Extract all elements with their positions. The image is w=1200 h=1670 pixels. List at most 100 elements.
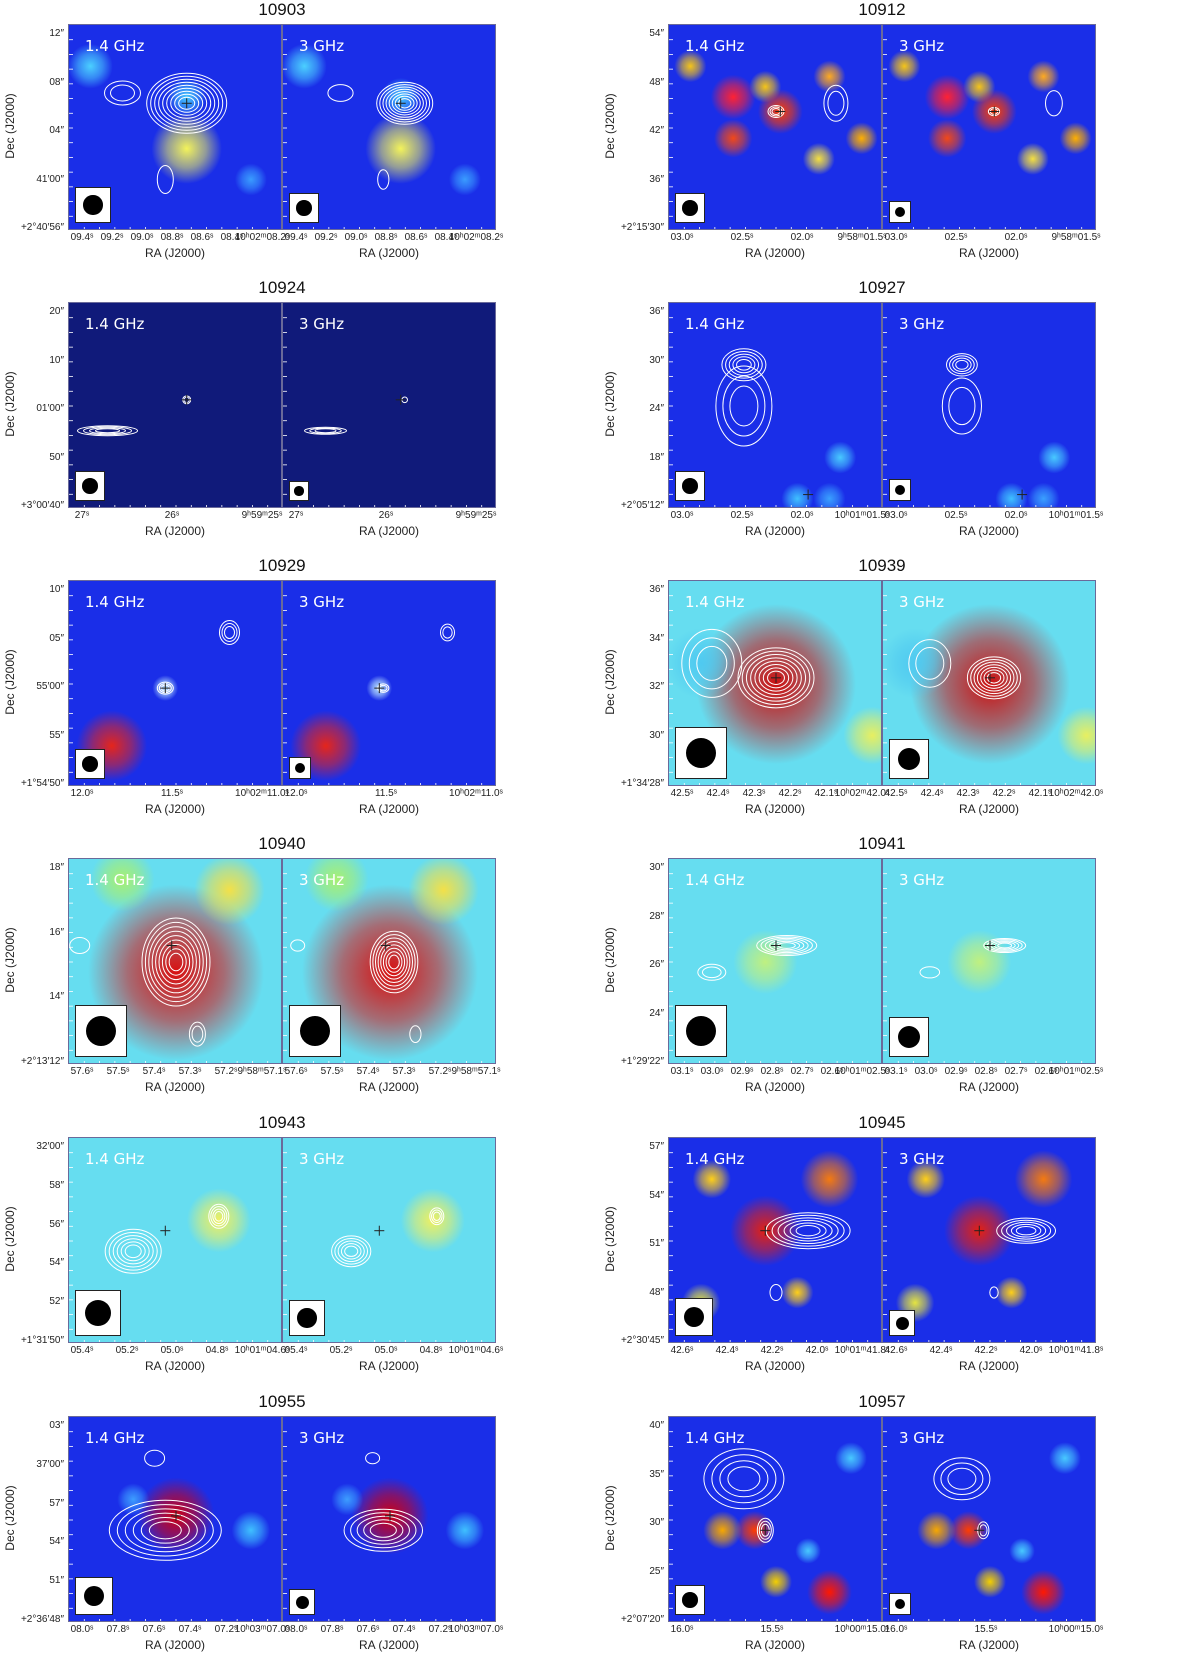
source-emission-blob [1016,142,1049,175]
dec-tick-label: 55″ [49,729,64,741]
source-id-title: 10945 [858,1113,906,1132]
radio-contour [144,921,208,1003]
ra-tick-label: 03.0ˢ [700,1066,724,1077]
radio-contour [722,375,766,437]
source-emission-blob [917,1511,956,1550]
ra-tick-label: 05.4ˢ [70,1345,94,1356]
radio-contour [344,1245,359,1257]
ra-tick-label: 05.0ˢ [160,1345,184,1356]
ra-tick-label: 57.3ˢ [392,1066,416,1077]
ra-axis-label: RA (J2000) [358,1638,420,1652]
radio-contour [940,1462,984,1496]
radio-contour [374,937,414,987]
radio-contour [764,937,809,954]
dec-tick-label: +2°15′30″ [620,222,664,233]
source-figure-10927: 10927 Dec (J2000) 36″ 30″ 24″ 18″ +2°05′12″ 1.4… [600,278,1200,556]
beam-size-marker [289,757,311,779]
dec-tick-label: 18″ [649,451,664,463]
ra-tick-label: 57.5ˢ [106,1066,130,1077]
radio-contour [696,645,728,681]
ra-tick-label: 05.0ˢ [374,1345,398,1356]
radio-contour [170,90,204,116]
radio-contour [1006,1221,1047,1240]
radio-contour [337,1240,365,1263]
dec-tick-label: 57″ [49,1497,64,1509]
radio-contour [973,661,1015,695]
radio-contour [970,658,1018,697]
dec-tick-label: +2°30′45″ [620,1335,664,1346]
beam-ellipse [86,1016,116,1046]
radio-contour [750,657,802,699]
ra-tick-label: 03.1ˢ [670,1066,694,1077]
beam-ellipse [894,484,906,496]
dec-tick-label: 10″ [49,354,64,366]
dec-tick-label: 26″ [649,959,664,970]
radio-contour [165,948,187,976]
dec-tick-label: +2°13′12″ [20,1056,64,1067]
dec-axis-label: Dec (J2000) [3,1485,17,1551]
dec-tick-label: 20″ [49,306,64,317]
ra-tick-label: 27ˢ [288,510,304,521]
source-emission-blob [947,930,1012,994]
beam-ellipse [686,1016,716,1046]
beam-size-marker [675,471,705,501]
frequency-label: 3 GHz [899,593,945,611]
frequency-label: 1.4 GHz [685,593,745,611]
ra-tick-label: 9ʰ58ᵐ57.1ˢ [451,1066,501,1077]
ra-tick-label: 10ʰ02ᵐ42.0ˢ [834,788,890,799]
radio-contour [158,81,216,125]
image-panel-svg [883,303,1095,507]
source-emission-blob [194,859,265,926]
radio-contour [221,623,238,642]
radio-contour [703,1448,785,1510]
ra-tick-label: 02.9ˢ [944,1066,968,1077]
source-emission-blob [834,1442,867,1475]
radio-contour [1010,1223,1042,1238]
frequency-label: 1.4 GHz [85,871,145,889]
ra-axis-label: RA (J2000) [958,802,1020,816]
source-emission-blob [1057,706,1095,765]
panel-3ghz: 3 GHz [882,1416,1096,1622]
ra-tick-label: 10ʰ01ᵐ04.6ˢ [234,1345,290,1356]
ra-tick-label: 10ʰ02ᵐ42.0ˢ [1048,788,1104,799]
radio-contour [120,1241,146,1262]
radio-contour [174,93,200,113]
radio-contour [327,84,354,102]
dec-tick-label: 37′00″ [36,1458,64,1470]
ra-tick-label: 02.5ˢ [730,232,754,243]
dec-tick-label: 36″ [649,306,664,317]
source-emission-blob [710,74,756,120]
dec-tick-label: 55′00″ [36,681,64,692]
beam-size-marker [75,749,105,779]
radio-contour [919,966,941,979]
ra-tick-label: 02.0ˢ [790,510,814,521]
frequency-label: 3 GHz [899,315,945,333]
ra-tick-label: 42.2ˢ [778,788,802,799]
dec-tick-label: 42″ [649,125,664,136]
source-id-title: 10943 [258,1113,306,1132]
ra-tick-label: 9ʰ59ᵐ25ˢ [241,510,283,521]
source-id-title: 10929 [258,556,306,575]
radio-contour [154,78,220,128]
source-emission-blob [924,74,970,120]
ra-tick-label: 08.0ˢ [284,1624,308,1635]
radio-contour [388,954,400,970]
radio-contour [737,647,815,709]
ra-tick-label: 42.5ˢ [670,788,694,799]
radio-contour [767,670,785,685]
ra-tick-label: 10ʰ00ᵐ15.0ˢ [834,1624,890,1635]
radio-contour [727,1466,761,1492]
source-emission-blob [445,1511,485,1550]
dec-tick-label: +3°00′40″ [20,500,64,511]
radio-contour [394,95,415,111]
radio-contour [156,165,174,194]
source-emission-blob [331,1483,364,1516]
source-emission-blob [88,884,264,1061]
ra-tick-label: 42.4ˢ [920,788,944,799]
source-emission-blob [703,1511,742,1550]
panel-background [283,303,495,507]
radio-contour [365,1452,381,1465]
radio-contour [941,377,983,435]
radio-contour [219,620,240,645]
beam-ellipse [895,1316,909,1330]
